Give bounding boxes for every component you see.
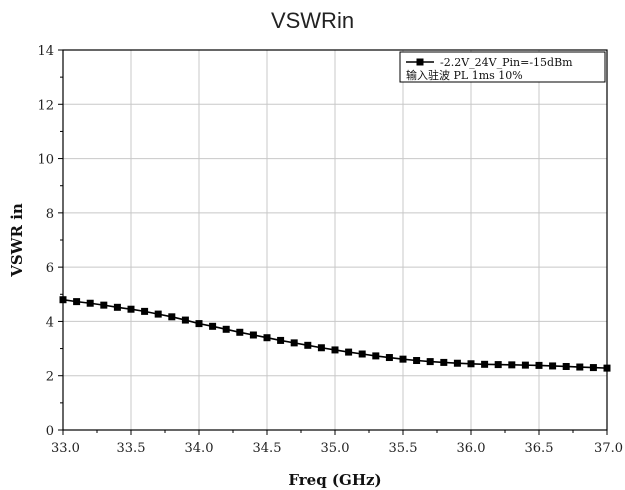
legend-box <box>399 51 606 83</box>
y-axis-label: VSWR in <box>8 203 26 278</box>
x-tick-label: 34.0 <box>185 441 214 456</box>
data-point <box>209 322 217 330</box>
data-point <box>589 364 597 372</box>
data-point <box>331 346 339 354</box>
data-point <box>481 360 489 368</box>
data-point <box>562 362 570 370</box>
data-point <box>317 344 325 352</box>
data-point <box>440 358 448 366</box>
data-point <box>168 313 176 321</box>
x-tick-label: 33.0 <box>51 441 80 456</box>
data-point <box>59 296 67 304</box>
data-point <box>494 361 502 369</box>
data-point <box>576 363 584 371</box>
data-point <box>508 361 516 369</box>
data-point <box>181 316 189 324</box>
x-tick-label: 36.5 <box>525 441 554 456</box>
data-point <box>549 362 557 370</box>
data-point <box>249 331 257 339</box>
data-point <box>345 348 353 356</box>
x-tick-label: 37.0 <box>594 441 623 456</box>
y-tick-label: 6 <box>46 261 54 276</box>
data-point <box>277 336 285 344</box>
data-point <box>413 357 421 365</box>
data-point <box>141 307 149 315</box>
y-tick-label: 14 <box>37 44 54 59</box>
data-point <box>222 325 230 333</box>
data-point <box>73 298 81 306</box>
data-point <box>263 334 271 342</box>
y-tick-label: 12 <box>37 98 54 113</box>
data-point <box>113 303 121 311</box>
data-point <box>290 339 298 347</box>
legend-label: -2.2V_24V_Pin=-15dBm <box>440 56 573 69</box>
y-tick-label: 10 <box>37 153 54 168</box>
data-point <box>127 305 135 313</box>
legend-label-line2: 输入驻波 PL 1ms 10% <box>406 68 523 82</box>
x-axis-label: Freq (GHz) <box>288 471 381 489</box>
data-point <box>453 359 461 367</box>
x-tick-label: 36.0 <box>457 441 486 456</box>
data-point <box>304 341 312 349</box>
data-point <box>426 358 434 366</box>
chart-title: VSWRin <box>270 8 355 33</box>
data-point <box>195 320 203 328</box>
legend-marker <box>416 58 424 66</box>
data-point <box>154 310 162 318</box>
y-tick-label: 2 <box>46 370 54 385</box>
data-point <box>358 350 366 358</box>
data-point <box>236 328 244 336</box>
x-tick-label: 35.5 <box>389 441 418 456</box>
data-point <box>467 360 475 368</box>
y-tick-label: 4 <box>46 315 54 330</box>
data-point <box>100 301 108 309</box>
y-tick-label: 0 <box>46 424 54 439</box>
data-point <box>521 361 529 369</box>
x-tick-label: 35.0 <box>321 441 350 456</box>
x-tick-label: 34.5 <box>253 441 282 456</box>
data-point <box>535 361 543 369</box>
data-point <box>603 364 611 372</box>
data-point <box>372 352 380 360</box>
data-point <box>385 354 393 362</box>
data-point <box>86 299 94 307</box>
data-point <box>399 355 407 363</box>
x-tick-label: 33.5 <box>117 441 146 456</box>
y-tick-label: 8 <box>46 207 54 222</box>
